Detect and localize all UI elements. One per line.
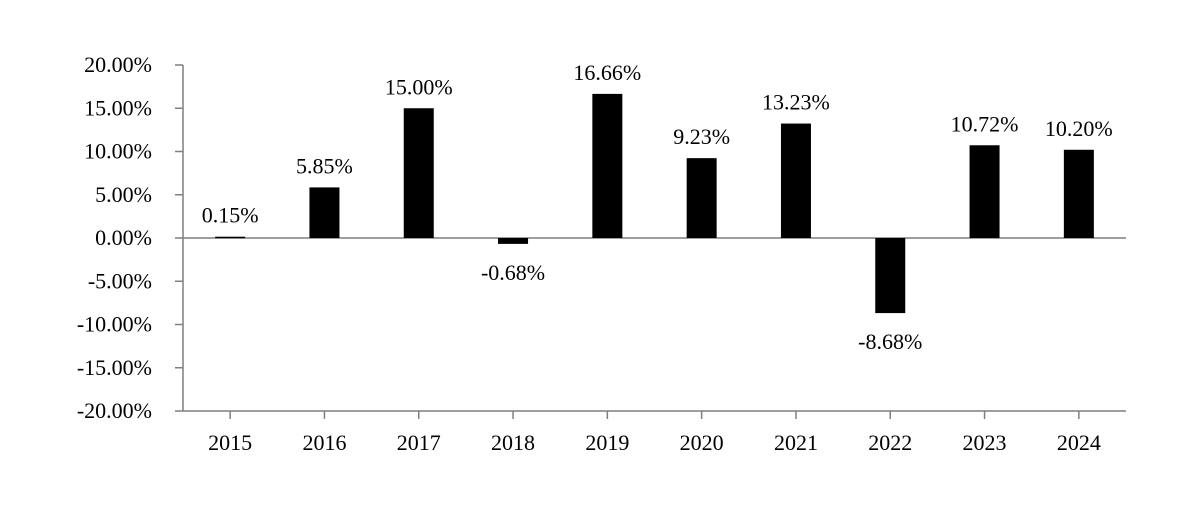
y-tick-label: -15.00% bbox=[77, 355, 152, 380]
bar bbox=[498, 238, 529, 244]
x-tick-label: 2015 bbox=[208, 430, 252, 455]
data-label: 10.20% bbox=[1045, 116, 1113, 141]
x-tick-label: 2021 bbox=[774, 430, 818, 455]
x-tick-label: 2016 bbox=[302, 430, 346, 455]
bar bbox=[875, 238, 906, 314]
bar bbox=[780, 123, 811, 238]
y-tick-label: 5.00% bbox=[95, 182, 152, 207]
x-tick-label: 2019 bbox=[585, 430, 629, 455]
x-tick-label: 2017 bbox=[397, 430, 441, 455]
data-label: 10.72% bbox=[951, 111, 1019, 136]
x-tick-label: 2018 bbox=[491, 430, 535, 455]
bar bbox=[309, 187, 340, 238]
x-tick-label: 2020 bbox=[680, 430, 724, 455]
data-label: -8.68% bbox=[858, 329, 922, 354]
data-label: 0.15% bbox=[202, 203, 259, 228]
x-tick-label: 2024 bbox=[1057, 430, 1101, 455]
data-labels-group: 0.15% 5.85% 15.00% -0.68% 16.66% 9.23% 13.23% -… bbox=[202, 60, 1113, 354]
data-label: 16.66% bbox=[573, 60, 641, 85]
data-label: 9.23% bbox=[673, 124, 730, 149]
y-tick-label: -5.00% bbox=[88, 268, 152, 293]
x-tick-label: 2022 bbox=[868, 430, 912, 455]
data-label: 15.00% bbox=[385, 74, 453, 99]
x-tick-label: 2023 bbox=[963, 430, 1007, 455]
y-tick-label: -10.00% bbox=[77, 312, 152, 337]
bar bbox=[592, 93, 623, 239]
bars-group bbox=[215, 93, 1094, 314]
y-tick-label: 15.00% bbox=[84, 95, 152, 120]
bar bbox=[215, 236, 246, 239]
data-label: 13.23% bbox=[762, 90, 830, 115]
y-tick-label: 20.00% bbox=[84, 52, 152, 77]
data-label: 5.85% bbox=[296, 153, 353, 178]
data-label: -0.68% bbox=[481, 260, 545, 285]
y-tick-label: 10.00% bbox=[84, 139, 152, 164]
bar bbox=[403, 108, 434, 238]
x-axis: 2015 2016 2017 2018 2019 2020 2021 2022 2023 2024 bbox=[183, 237, 1126, 455]
bar bbox=[969, 145, 1000, 238]
y-tick-label: 0.00% bbox=[95, 225, 152, 250]
y-tick-label: -20.00% bbox=[77, 398, 152, 423]
y-axis: 20.00% 15.00% 10.00% 5.00% 0.00% -5.00% -10.00… bbox=[77, 52, 184, 423]
bar bbox=[1063, 149, 1094, 238]
bar bbox=[686, 158, 717, 238]
